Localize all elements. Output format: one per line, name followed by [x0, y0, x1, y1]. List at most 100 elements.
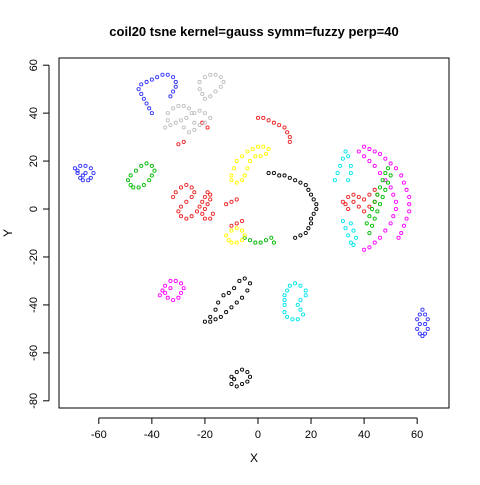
- data-point: [367, 204, 372, 209]
- data-point: [263, 238, 268, 243]
- x-tick-label: -20: [197, 429, 213, 441]
- data-point: [372, 199, 377, 204]
- data-point: [178, 281, 184, 286]
- data-point: [171, 298, 176, 303]
- data-point: [407, 209, 412, 214]
- data-point: [383, 178, 388, 183]
- data-point: [240, 154, 245, 159]
- data-point: [221, 293, 226, 298]
- data-point: [205, 202, 210, 207]
- data-point: [370, 206, 375, 212]
- x-axis-label: X: [250, 451, 258, 465]
- data-point: [173, 190, 178, 195]
- series-0: [72, 72, 430, 339]
- data-point: [144, 101, 149, 106]
- data-point: [367, 159, 372, 164]
- data-point: [152, 168, 157, 173]
- data-point: [229, 305, 234, 310]
- data-point: [404, 216, 409, 221]
- data-point: [240, 218, 245, 224]
- x-tick-label: 60: [411, 429, 423, 441]
- data-point: [271, 120, 276, 125]
- data-point: [165, 72, 170, 77]
- data-point: [282, 310, 287, 315]
- data-point: [375, 209, 380, 214]
- data-point: [184, 183, 189, 188]
- data-point: [261, 115, 266, 120]
- data-point: [234, 369, 239, 375]
- data-point: [370, 223, 375, 228]
- data-point: [335, 171, 340, 176]
- data-point: [163, 290, 168, 295]
- data-point: [200, 120, 205, 125]
- plot-frame: [58, 57, 450, 409]
- data-point: [234, 226, 239, 231]
- data-point: [298, 233, 303, 238]
- data-point: [417, 312, 422, 317]
- data-point: [224, 202, 229, 207]
- data-point: [168, 278, 173, 283]
- y-tick-label: -80: [28, 393, 40, 409]
- data-point: [202, 319, 207, 324]
- data-point: [401, 180, 406, 185]
- x-tick-label: -40: [144, 429, 160, 441]
- data-point: [372, 216, 377, 221]
- data-point: [346, 206, 351, 212]
- data-point: [168, 286, 173, 291]
- data-point: [176, 209, 181, 214]
- data-point: [391, 214, 396, 219]
- series-2: [171, 115, 380, 228]
- data-point: [181, 103, 186, 108]
- y-tick-label: 60: [28, 59, 40, 71]
- data-point: [234, 221, 239, 226]
- data-point: [282, 125, 287, 130]
- series-4: [282, 149, 359, 322]
- data-point: [293, 178, 298, 183]
- series-1: [125, 161, 276, 245]
- data-point: [165, 111, 170, 116]
- data-point: [229, 199, 234, 204]
- data-point: [86, 178, 91, 183]
- data-point: [234, 159, 239, 164]
- data-point: [346, 194, 351, 200]
- data-point: [224, 233, 229, 238]
- data-point: [354, 235, 359, 240]
- data-point: [234, 240, 239, 245]
- data-point: [364, 221, 369, 226]
- series-7: [163, 72, 226, 135]
- data-point: [306, 226, 311, 231]
- data-point: [221, 79, 226, 85]
- data-point: [303, 288, 308, 293]
- data-point: [176, 142, 181, 147]
- data-point: [356, 204, 361, 209]
- data-point: [208, 72, 213, 77]
- data-point: [420, 307, 425, 312]
- data-point: [393, 199, 398, 204]
- y-tick-label: -60: [28, 345, 40, 361]
- data-point: [240, 228, 245, 233]
- data-point: [372, 149, 377, 154]
- data-point: [186, 130, 192, 135]
- data-point: [388, 185, 393, 190]
- data-point: [367, 214, 372, 219]
- data-point: [362, 144, 367, 149]
- data-point: [380, 194, 385, 200]
- data-point: [332, 178, 337, 183]
- data-point: [171, 75, 176, 80]
- data-point: [362, 154, 367, 159]
- data-point: [343, 149, 348, 154]
- data-point: [168, 123, 173, 128]
- data-point: [226, 238, 231, 243]
- data-point: [417, 322, 422, 327]
- data-point: [423, 312, 428, 317]
- data-point: [372, 187, 377, 192]
- data-point: [232, 377, 237, 382]
- data-point: [173, 278, 178, 283]
- data-point: [210, 211, 215, 216]
- data-point: [255, 144, 261, 149]
- data-point: [407, 194, 412, 200]
- data-point: [197, 79, 202, 85]
- data-point: [189, 214, 194, 219]
- data-point: [314, 202, 319, 207]
